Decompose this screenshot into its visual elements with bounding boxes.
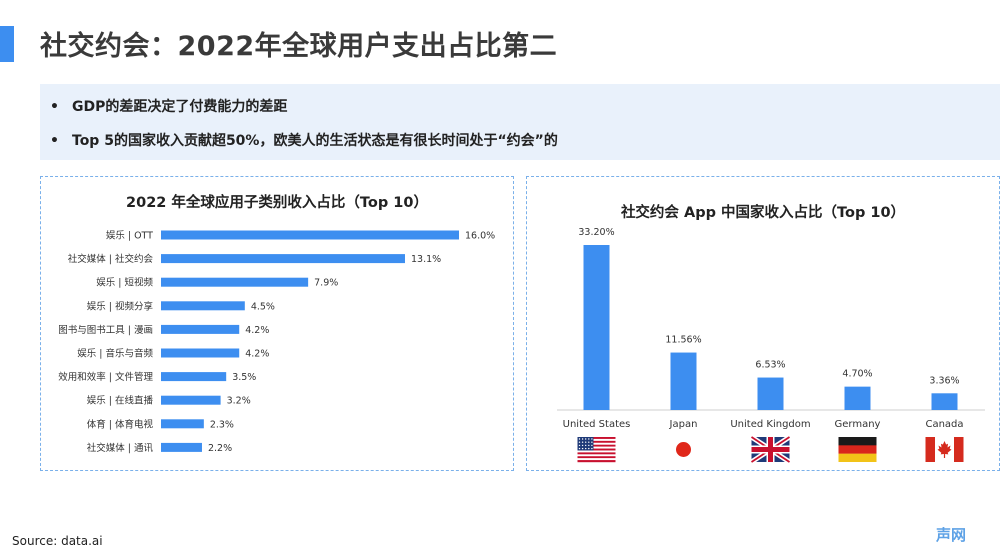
uk-flag-icon (750, 434, 791, 465)
bar (161, 301, 245, 311)
subcategory-revenue-panel: 2022 年全球应用子类别收入占比（Top 10） 娱乐 | OTT 16.0% 社… (40, 176, 514, 471)
category-label: United Kingdom (730, 419, 810, 430)
country-revenue-panel: 社交约会 App 中国家收入占比（Top 10） 33.20% United St… (526, 176, 1000, 471)
value-label: 3.5% (232, 372, 256, 383)
category-label: 娱乐 | 视频分享 (87, 300, 153, 312)
value-label: 11.56% (665, 335, 701, 346)
value-label: 4.70% (842, 369, 872, 380)
chart-title: 社交约会 App 中国家收入占比（Top 10） (620, 205, 906, 221)
value-label: 3.36% (929, 375, 959, 386)
bar (161, 395, 221, 405)
subcategory-bar-chart: 娱乐 | OTT 16.0% 社交媒体 | 社交约会 13.1% 娱乐 | 短视频 7.9… (58, 230, 495, 454)
bar (757, 377, 784, 410)
bullet-text: Top 5的国家收入贡献超50%，欧美人的生活状态是有很长时间处于“约会”的 (72, 133, 558, 149)
bullet-item: • Top 5的国家收入贡献超50%，欧美人的生活状态是有很长时间处于“约会”的 (50, 130, 558, 150)
bullet-item: • GDP的差距决定了付费能力的差距 (50, 96, 287, 116)
value-label: 2.2% (208, 443, 232, 454)
category-label: 图书与图书工具 | 漫画 (58, 324, 153, 336)
chart-title: 2022 年全球应用子类别收入占比（Top 10） (126, 195, 428, 211)
title-accent-bar (0, 26, 14, 62)
value-label: 6.53% (755, 360, 785, 371)
bar (161, 230, 459, 240)
canada-flag-icon (925, 437, 964, 462)
value-label: 3.2% (227, 396, 251, 407)
category-label: 娱乐 | 在线直播 (87, 395, 154, 407)
germany-flag-icon (838, 437, 877, 462)
value-label: 16.0% (465, 231, 495, 242)
category-label: Canada (925, 419, 963, 430)
bar (161, 442, 202, 452)
category-label: 娱乐 | OTT (106, 230, 153, 242)
bullet-dot: • (50, 99, 59, 115)
value-label: 4.5% (251, 301, 275, 312)
source-note: Source: data.ai (12, 534, 103, 548)
bar (161, 277, 309, 287)
category-label: 社交媒体 | 社交约会 (68, 253, 154, 265)
japan-flag-icon (664, 437, 703, 462)
category-label: 体育 | 体育电视 (87, 418, 154, 430)
brand-logo: 声网 (936, 526, 967, 544)
category-label: 娱乐 | 音乐与音频 (77, 348, 153, 360)
bar (161, 254, 405, 264)
value-label: 4.2% (245, 325, 269, 336)
category-label: 娱乐 | 短视频 (96, 277, 153, 289)
value-label: 7.9% (314, 278, 338, 289)
bar (583, 245, 610, 410)
us-flag-icon (577, 437, 616, 463)
value-label: 4.2% (245, 349, 269, 360)
bar (161, 419, 204, 429)
value-label: 13.1% (411, 254, 441, 265)
category-label: Japan (669, 419, 698, 430)
category-label: United States (563, 419, 631, 430)
bullet-dot: • (50, 133, 59, 149)
bar (931, 393, 958, 410)
category-label: 效用和效率 | 文件管理 (58, 371, 153, 383)
page-title: 社交约会：2022年全球用户支出占比第二 (40, 31, 558, 62)
bar (844, 386, 871, 410)
category-label: Germany (835, 419, 881, 430)
bar (161, 324, 240, 334)
country-bar-chart: 33.20% United States 11.56% Japan 6.53% Unite… (557, 227, 985, 465)
bar (161, 372, 227, 382)
bar (670, 352, 697, 410)
category-label: 社交媒体 | 通讯 (87, 442, 154, 454)
value-label: 2.3% (210, 419, 234, 430)
bullet-list: • GDP的差距决定了付费能力的差距 • Top 5的国家收入贡献超50%，欧美人的… (40, 84, 1000, 160)
value-label: 33.20% (578, 227, 614, 238)
bullet-text: GDP的差距决定了付费能力的差距 (72, 99, 288, 115)
bar (161, 348, 240, 358)
